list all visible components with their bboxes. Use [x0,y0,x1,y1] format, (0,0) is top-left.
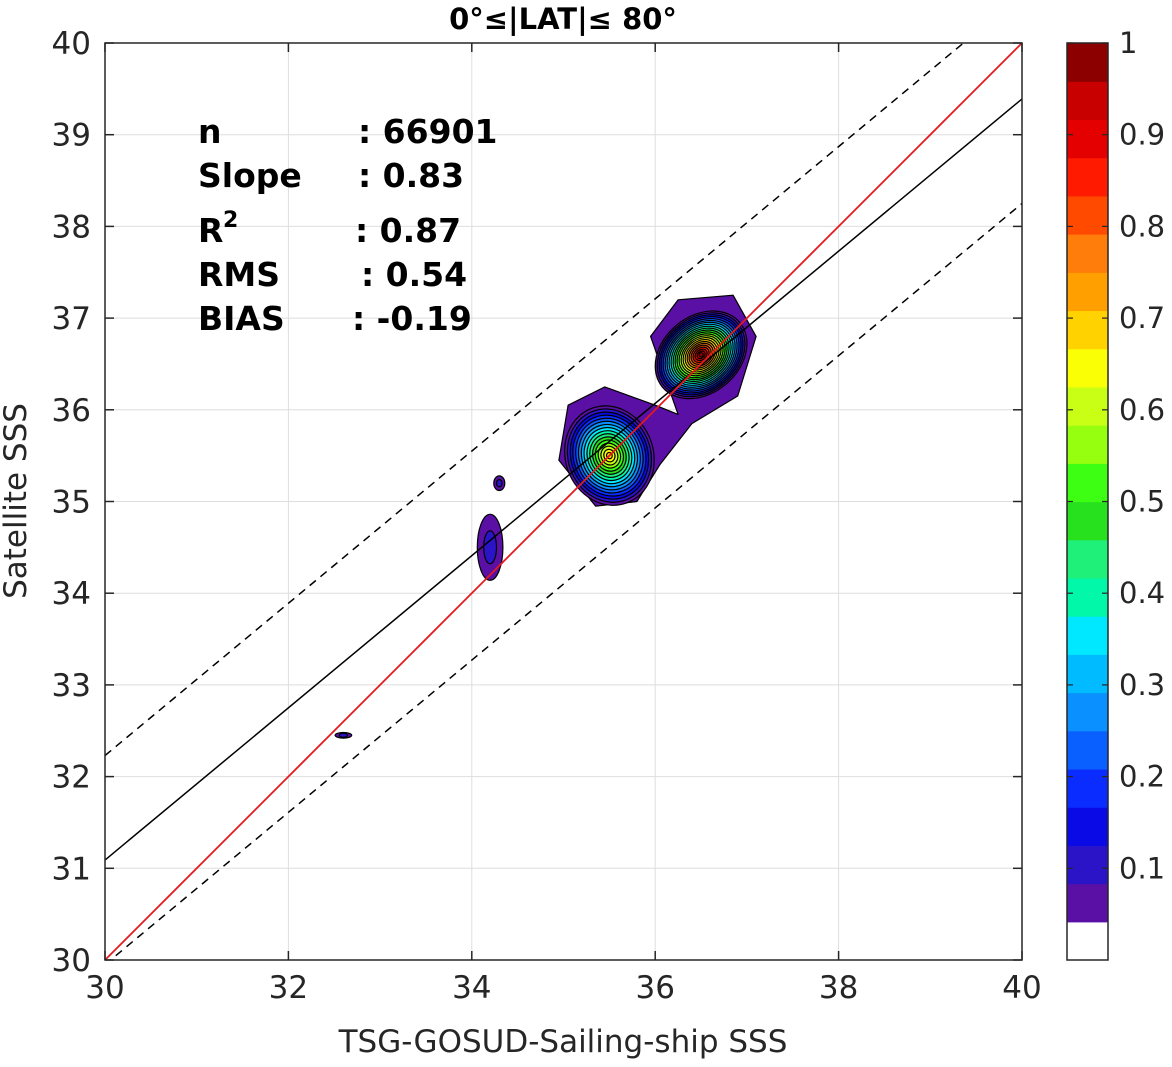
colorbar-segment [1067,730,1108,770]
colorbar-tick-label: 0.9 [1119,118,1165,152]
axis-ticks: 30 32 34 36 38 40 30 31 32 33 34 35 36 37 38 39 40 [52,26,1042,1006]
chart-title: 0°≤|LAT|≤ 80° [449,2,677,36]
y-tick-label: 36 [52,393,91,429]
y-tick-label: 34 [52,576,91,612]
y-tick-label: 37 [52,301,91,337]
contour-level [483,530,498,565]
contour-level [495,478,503,488]
grid-layer [105,43,1022,960]
colorbar-segment [1067,81,1108,121]
identity-line [105,43,1022,960]
colorbar-segment [1067,654,1108,694]
colorbar-tick-label: 0.5 [1119,485,1165,519]
contour-level [698,352,704,358]
colorbar-tick-label: 0.8 [1119,209,1165,243]
stats-annotation: n : 66901 Slope : 0.83 R 2 : 0.87 RMS : 0.54 BIAS… [198,112,498,338]
colorbar-tick-label: 0.3 [1119,668,1165,702]
colorbar-tick-label: 0.1 [1119,851,1165,885]
colorbar-segment [1067,921,1108,961]
y-tick-label: 40 [52,26,91,62]
stat-label: BIAS [198,299,285,338]
colorbar-segment [1067,845,1108,885]
x-tick-label: 40 [1002,970,1041,1006]
colorbar-segment [1067,157,1108,197]
x-tick-label: 36 [635,970,674,1006]
y-tick-label: 38 [52,209,91,245]
fit-line [105,98,1022,861]
y-tick-label: 30 [52,943,91,979]
stat-value: : 0.83 [358,156,464,195]
stat-label: RMS [198,255,280,294]
colorbar-segment [1067,616,1108,655]
colorbar-segment [1067,386,1108,426]
stat-label: R [198,211,223,250]
colorbar-segment [1067,807,1108,846]
x-tick-label: 38 [819,970,858,1006]
contour-layer [334,294,757,739]
stat-label-superscript: 2 [223,208,238,233]
x-tick-label: 34 [452,970,491,1006]
colorbar-tick-label: 0.6 [1119,393,1165,427]
y-tick-label: 31 [52,851,91,887]
y-axis-title: Satellite SSS [0,403,34,599]
lower-bound-line [109,202,1022,960]
x-axis-title: TSG-GOSUD-Sailing-ship SSS [338,1024,788,1060]
stat-label: Slope [198,156,302,195]
colorbar-segment [1067,692,1108,732]
colorbar-segment [1067,501,1108,541]
colorbar-segment [1067,539,1108,579]
x-tick-label: 32 [269,970,308,1006]
colorbar-segment [1067,463,1108,503]
colorbar-segment [1067,119,1108,159]
colorbar-segment [1067,195,1108,235]
colorbar-segment [1067,577,1108,617]
y-tick-label: 35 [52,485,91,521]
colorbar-segment [1067,310,1108,350]
colorbar-segment [1067,883,1108,923]
regression-lines [105,43,1022,960]
colorbar: 0.1 0.2 0.3 0.4 0.5 0.6 0.7 0.8 0.9 1 [1066,26,1165,961]
y-tick-label: 32 [52,760,91,796]
stat-value: : -0.19 [352,299,472,338]
x-tick-label: 30 [85,970,124,1006]
y-tick-label: 39 [52,118,91,154]
colorbar-tick-label: 0.7 [1119,301,1165,335]
colorbar-segment [1067,768,1108,808]
colorbar-segment [1067,425,1108,464]
upper-bound-line [105,43,965,757]
colorbar-tick-label: 0.2 [1119,760,1165,794]
contour-level [338,732,349,738]
colorbar-tick-label: 1 [1119,26,1137,60]
stat-value: : 0.87 [355,211,461,250]
colorbar-segment [1067,272,1108,312]
colorbar-segment [1067,43,1108,82]
stat-value: : 66901 [358,112,498,151]
stat-value: : 0.54 [361,255,467,294]
y-tick-label: 33 [52,668,91,704]
stat-label: n [198,112,222,151]
colorbar-segment [1067,348,1108,388]
colorbar-segment [1067,234,1108,273]
colorbar-tick-label: 0.4 [1119,576,1165,610]
